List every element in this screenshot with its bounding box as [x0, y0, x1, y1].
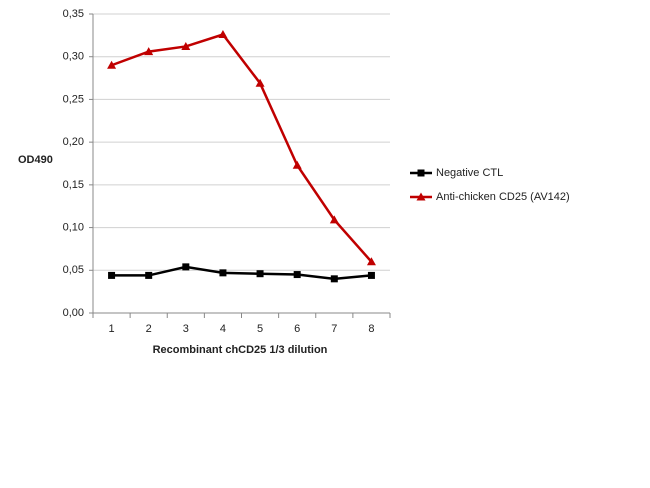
data-point — [182, 263, 190, 271]
y-tick-label: 0,15 — [63, 179, 84, 191]
legend-marker — [417, 169, 425, 177]
data-point — [107, 60, 117, 69]
data-point — [219, 269, 227, 277]
data-point — [145, 271, 153, 279]
data-point — [293, 271, 301, 279]
y-tick-label: 0,25 — [63, 93, 84, 105]
x-tick-label: 6 — [294, 323, 300, 335]
x-tick-label: 7 — [331, 323, 337, 335]
data-point — [330, 275, 338, 283]
x-tick-label: 1 — [109, 323, 115, 335]
y-tick-label: 0,20 — [63, 136, 84, 148]
legend-label: Anti-chicken CD25 (AV142) — [436, 191, 570, 203]
legend-label: Negative CTL — [436, 167, 503, 179]
data-point — [144, 47, 154, 56]
series-line — [111, 33, 373, 263]
x-tick-label: 8 — [368, 323, 374, 335]
x-tick-label: 4 — [220, 323, 226, 335]
x-tick-label: 3 — [183, 323, 189, 335]
data-point — [292, 160, 302, 169]
x-tick-label: 5 — [257, 323, 263, 335]
y-tick-label: 0,05 — [63, 264, 84, 276]
data-point — [367, 271, 375, 279]
data-point — [256, 270, 264, 278]
data-point — [255, 78, 265, 87]
data-point — [108, 271, 116, 279]
series-line — [111, 265, 372, 281]
x-axis-label: Recombinant chCD25 1/3 dilution — [153, 344, 328, 356]
y-tick-label: 0,10 — [63, 221, 84, 233]
data-point — [366, 257, 376, 266]
legend-marker — [416, 192, 426, 201]
y-tick-label: 0,00 — [63, 307, 84, 319]
data-point — [218, 30, 228, 39]
data-point — [181, 41, 191, 50]
data-point — [329, 215, 339, 224]
x-tick-label: 2 — [146, 323, 152, 335]
y-tick-label: 0,30 — [63, 51, 84, 63]
y-tick-label: 0,35 — [63, 8, 84, 20]
y-axis-label: OD490 — [18, 154, 53, 166]
